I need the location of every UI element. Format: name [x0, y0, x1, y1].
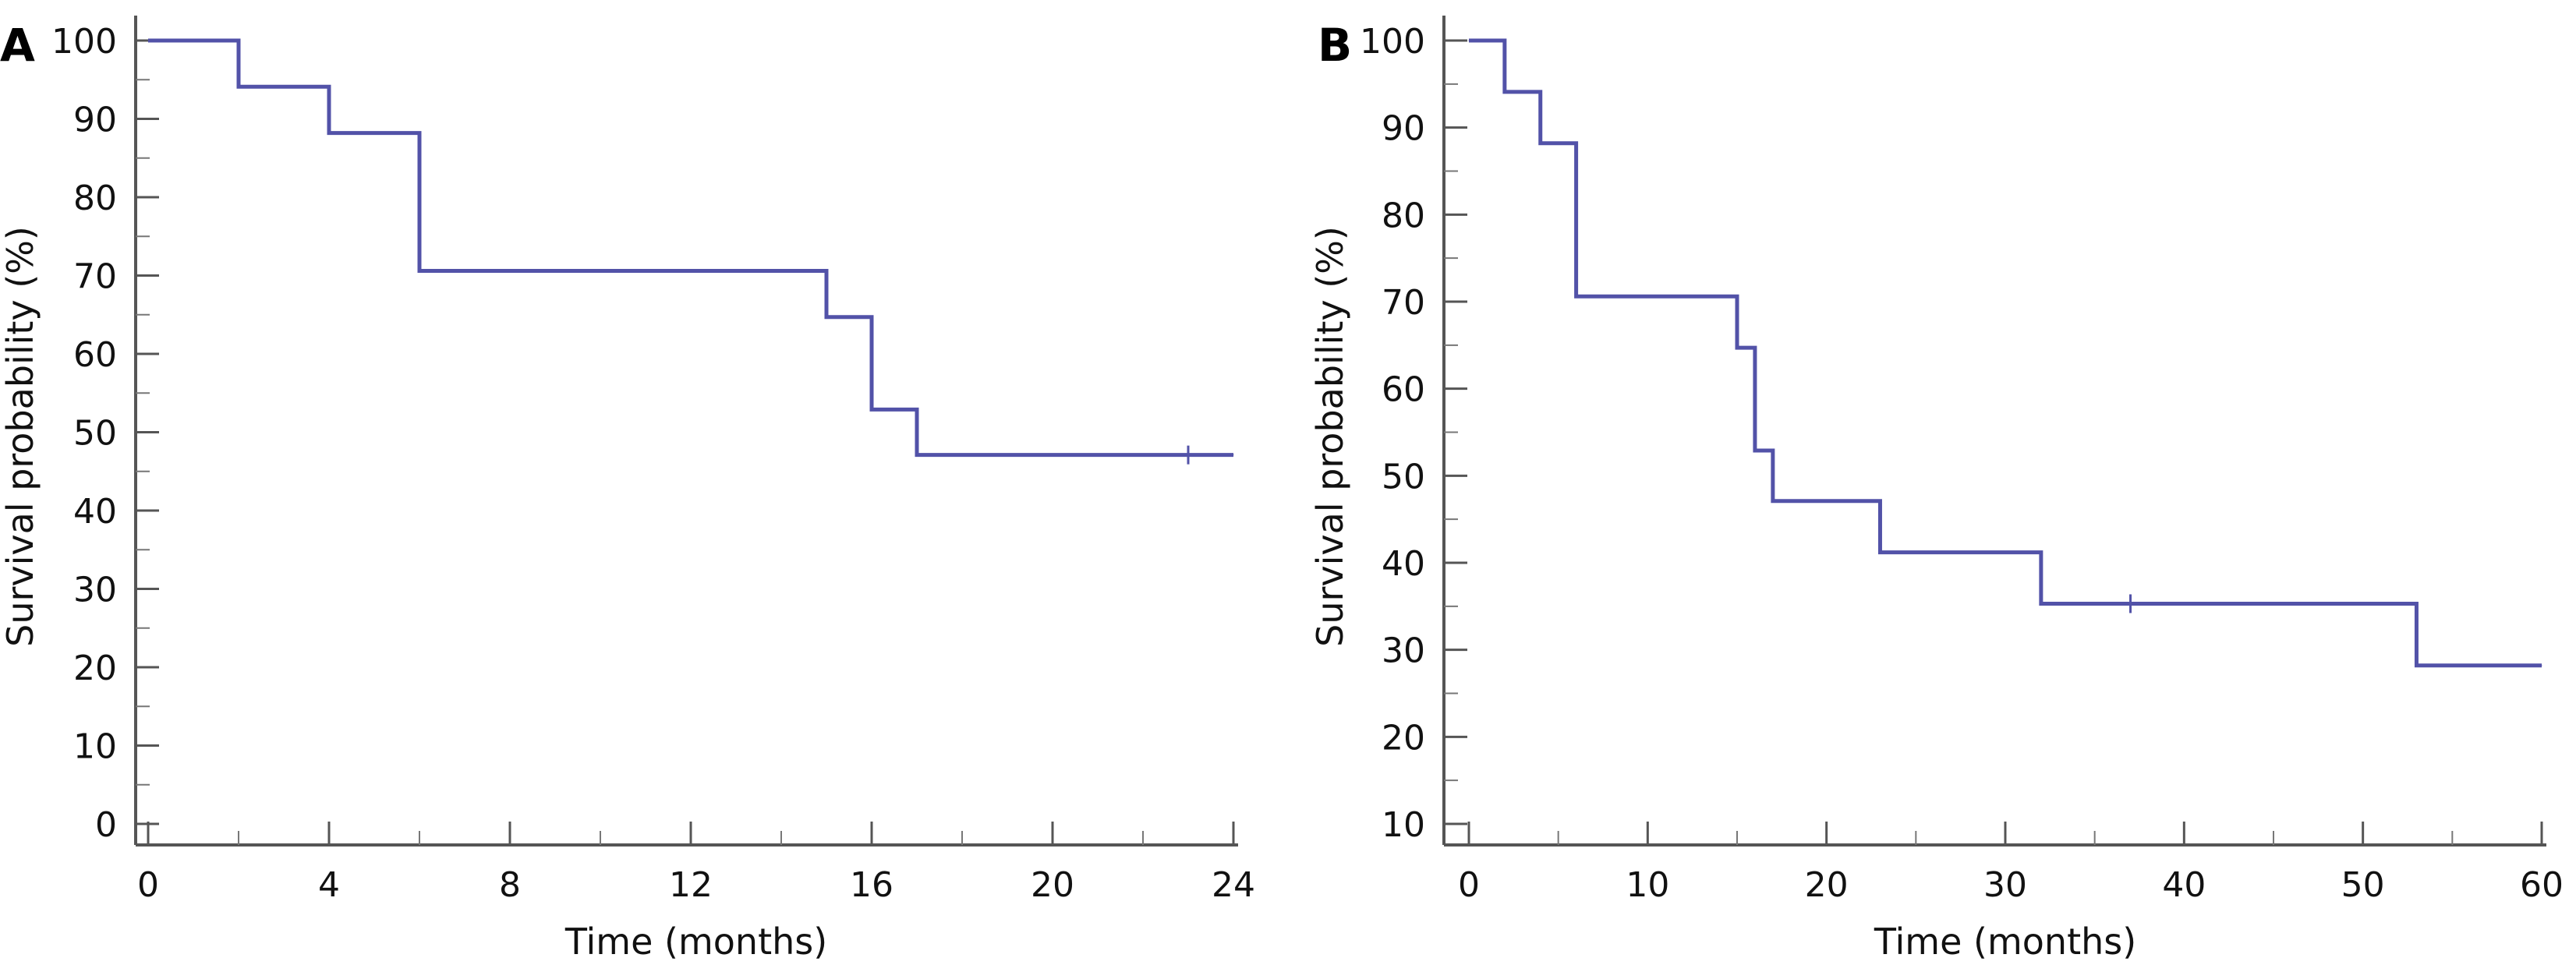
x-tick-label: 10: [1626, 865, 1669, 905]
y-tick-label: 100: [1360, 22, 1425, 62]
y-tick-label: 80: [73, 178, 117, 218]
y-tick-label: 70: [73, 257, 117, 297]
y-tick-label: 90: [73, 101, 117, 140]
y-tick-label: 60: [73, 335, 117, 375]
x-tick-label: 0: [1458, 865, 1480, 905]
panel-b: 10 20 30 40 50 60 70 80 90 100 0 10 20 30 40 50 60 Time (…: [1309, 16, 2564, 963]
y-tick-label: 50: [1382, 457, 1425, 497]
curve-point: [2415, 665, 2417, 666]
y-tick-label: 50: [73, 414, 117, 454]
y-tick-label: 20: [1382, 718, 1425, 758]
x-tick-label: 20: [1805, 865, 1849, 905]
panel-a: 0 10 20 30 40 50 60 70 80 90 100 0 4 8 12 16 20 24 Time (m…: [0, 16, 1255, 963]
y-tick-label: 10: [1382, 805, 1425, 845]
y-tick-label: 30: [73, 571, 117, 610]
curve-point: [916, 454, 918, 456]
curve-point: [1879, 552, 1881, 553]
survival-curve: [148, 38, 1233, 458]
y-tick-label: 10: [73, 727, 117, 767]
x-tick-label: 40: [2162, 865, 2206, 905]
x-tick-label: 60: [2520, 865, 2564, 905]
curve-point: [2040, 603, 2042, 604]
x-tick-label: 20: [1031, 865, 1074, 905]
curve-point: [1754, 450, 1756, 451]
curve-point: [826, 316, 827, 318]
y-tick-label: 90: [1382, 109, 1425, 149]
curve-point: [419, 270, 420, 271]
x-tick-label: 4: [318, 865, 340, 905]
y-tick-label: 100: [51, 22, 117, 62]
x-tick-label: 24: [1212, 865, 1255, 905]
survival-curve: [1469, 38, 2542, 668]
curve-point: [1233, 454, 1234, 456]
y-axis-title: Survival probability (%): [0, 226, 41, 647]
y-axis-title: Survival probability (%): [1309, 226, 1351, 647]
x-tick-label: 50: [2341, 865, 2385, 905]
y-tick-label: 20: [73, 649, 117, 688]
y-tick-label: 60: [1382, 370, 1425, 410]
x-tick-label: 16: [850, 865, 893, 905]
panel-label: A: [0, 19, 35, 72]
y-tick-label: 70: [1382, 283, 1425, 323]
y-tick-label: 40: [73, 492, 117, 532]
x-tick-label: 0: [137, 865, 159, 905]
x-axis-title: Time (months): [564, 921, 827, 963]
y-tick-label: 0: [95, 805, 117, 845]
curve-point: [1772, 500, 1774, 502]
y-tick-label: 80: [1382, 196, 1425, 235]
panel-label: B: [1318, 19, 1352, 72]
x-axis-title: Time (months): [1874, 921, 2136, 963]
curve-point: [1504, 91, 1506, 93]
y-tick-label: 30: [1382, 631, 1425, 671]
x-tick-label: 30: [1983, 865, 2027, 905]
y-tick-label: 40: [1382, 544, 1425, 584]
x-tick-label: 12: [669, 865, 713, 905]
x-tick-label: 8: [499, 865, 521, 905]
